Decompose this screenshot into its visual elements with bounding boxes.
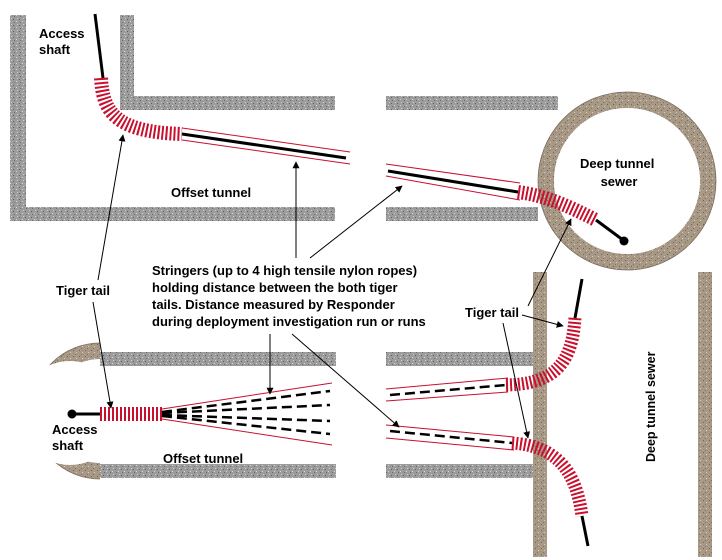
stringers-description: Stringers (up to 4 high tensile nylon ro… [152,263,426,329]
offset-tunnel-top-wall-right [386,96,558,110]
stringer-sleeve-bottom-right-lower [385,424,515,451]
arrow-tiger-tail-right-top [527,218,572,307]
access-shaft-anchor-bottom [67,409,77,419]
offset-tunnel-bottom-label: Offset tunnel [163,451,243,466]
offset-tunnel-bottom-top-wall-right [386,352,538,366]
stringer-bottom-left-2 [161,403,331,415]
access-shaft-bottom-label: Access shaft [52,422,101,453]
stringer-sleeve-bottom-left-upper [161,382,333,410]
offset-tunnel-bottom-wall-right [386,207,538,221]
arrow-tiger-tail-right-mid [521,314,564,328]
offset-tunnel-bottom-wall [10,207,335,221]
stringer-sleeve-top-right [385,163,521,201]
bottom-scenario: Access shaft Offset tunnel Deep tunnel s… [18,272,712,557]
stringer-top-right [387,169,519,194]
access-shaft-top-label: Access shaft [39,26,88,57]
deep-tunnel-sewer-vertical-label: Deep tunnel sewer [644,351,658,462]
access-shaft-cable-top [93,13,105,79]
stringer-sleeve-bottom-right-upper [385,377,509,402]
stringer-bottom-left-1 [161,389,331,414]
deep-tunnel-sewer-outer-edge [537,91,717,271]
offset-tunnel-top-label: Offset tunnel [171,185,251,200]
deep-tunnel-sewer-label: Deep tunnel sewer [580,156,658,189]
deep-tunnel-sewer-ring [538,92,716,270]
arrow-stringers-bottom-right [291,333,400,428]
annotations: Tiger tail Tiger tail Stringers (up to 4… [56,134,572,439]
deep-tunnel-cable-bottom-upper [573,278,584,319]
tiger-tail-right-label: Tiger tail [465,305,519,320]
arrow-tiger-tail-left-top [97,134,126,281]
access-shaft-right-wall [120,15,134,110]
deep-tunnel-cable-top [595,218,624,242]
tiger-tail-bottom-right-lower [511,436,589,517]
tiger-tail-top-left [94,77,183,141]
stringer-bottom-left-3 [161,413,331,423]
deep-tunnel-anchor-top [619,236,629,246]
tiger-tail-top-right [516,185,600,227]
deep-tunnel-cable-bottom-lower [580,515,590,547]
stringer-top-left [181,132,347,160]
arrow-tiger-tail-right-bottom [502,322,531,439]
stringer-bottom-right-upper [389,383,507,397]
top-scenario: Access shaft Offset tunnel Deep tunnel s… [10,13,717,271]
arrow-tiger-tail-left-bottom [92,301,114,409]
access-shaft-left-wall [10,15,26,218]
arrow-stringers-top-right [309,185,403,259]
stringer-sleeve-bottom-left-lower [161,418,333,446]
stringer-bottom-left-4 [161,414,331,436]
deep-tunnel-sewer-left-wall [533,272,547,557]
stringer-sleeve-top-left [181,127,351,165]
tiger-tail-left-label: Tiger tail [56,283,110,298]
stringer-bottom-right-lower [389,429,513,445]
deep-tunnel-sewer-right-wall [698,272,712,557]
offset-tunnel-bottom-bottom-wall-right [386,464,538,478]
offset-tunnel-top-wall [120,96,335,110]
offset-tunnel-bottom-top-wall [100,352,336,366]
offset-tunnel-bottom-bottom-wall [100,464,336,478]
